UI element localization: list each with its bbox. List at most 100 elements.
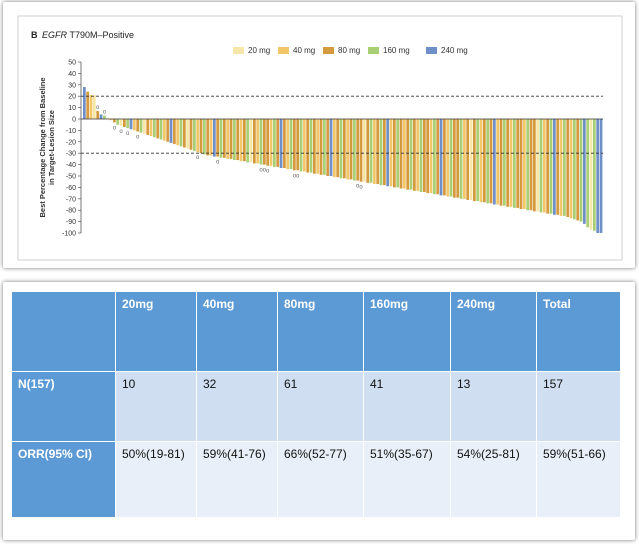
- bar: [279, 119, 283, 169]
- y-tick-label: -10: [66, 128, 76, 135]
- bar: [346, 119, 350, 180]
- bar: [439, 119, 443, 196]
- bar-marker: o: [119, 129, 123, 135]
- bar: [476, 119, 480, 202]
- y-tick-label: -80: [66, 208, 76, 215]
- bar: [329, 119, 333, 176]
- bar: [593, 119, 596, 231]
- bar: [303, 119, 306, 172]
- header-cell-total: Total: [536, 291, 621, 372]
- bar: [143, 119, 146, 134]
- bar-marker: o: [259, 168, 263, 174]
- bar: [176, 119, 180, 146]
- bar: [516, 119, 520, 208]
- y-tick-label: -30: [66, 151, 76, 158]
- bar: [116, 119, 120, 125]
- bar: [343, 119, 346, 179]
- bar: [356, 119, 360, 181]
- table-cell: 66%(52-77): [277, 441, 364, 518]
- bar: [509, 119, 513, 207]
- legend-label: 80 mg: [338, 46, 360, 55]
- legend-swatch: [323, 47, 334, 54]
- bar: [123, 119, 126, 127]
- bar-marker: o: [96, 105, 100, 111]
- bar: [186, 119, 190, 149]
- bar: [433, 119, 436, 195]
- bar: [366, 119, 370, 183]
- bar: [153, 119, 156, 138]
- y-tick-label: -100: [62, 231, 76, 238]
- bar: [269, 119, 273, 166]
- bar-marker: o: [216, 160, 220, 166]
- chart-title: EGFR T790M–Positive: [42, 30, 134, 40]
- bar: [409, 119, 413, 190]
- y-tick-label: -40: [66, 162, 76, 169]
- bar: [106, 117, 110, 119]
- bar: [89, 95, 93, 119]
- bar: [533, 119, 536, 212]
- bar: [573, 119, 576, 220]
- bar: [249, 119, 253, 163]
- bar: [133, 119, 136, 131]
- bar: [313, 119, 316, 174]
- header-cell-20mg: 20mg: [115, 291, 197, 372]
- bar: [199, 119, 203, 154]
- legend-swatch: [368, 47, 379, 54]
- bar: [113, 119, 116, 123]
- bar: [466, 119, 470, 200]
- bar: [169, 119, 173, 143]
- bar: [226, 119, 230, 159]
- legend-label: 20 mg: [248, 46, 270, 55]
- bar: [389, 119, 393, 187]
- table-cell: 50%(19-81): [115, 441, 197, 518]
- bar: [486, 119, 490, 204]
- bar: [523, 119, 526, 210]
- header-cell-40mg: 40mg: [196, 291, 278, 372]
- bar: [196, 119, 200, 153]
- bar-marker: o: [136, 135, 140, 141]
- bar: [349, 119, 353, 180]
- bar: [363, 119, 366, 182]
- bar: [339, 119, 343, 179]
- bar: [323, 119, 326, 175]
- bar: [459, 119, 463, 199]
- bar: [473, 119, 476, 202]
- bar: [293, 119, 296, 171]
- bar: [549, 119, 553, 214]
- bar: [83, 87, 86, 119]
- bar: [203, 119, 206, 155]
- header-cell-240mg: 240mg: [450, 291, 537, 372]
- bar: [193, 119, 196, 151]
- bar-marker: o: [103, 110, 107, 116]
- bar: [233, 119, 236, 161]
- bar: [576, 119, 580, 221]
- y-tick-label: 40: [68, 71, 76, 78]
- bar: [456, 119, 460, 198]
- header-cell-160mg: 160mg: [363, 291, 451, 372]
- bar: [429, 119, 433, 194]
- bar: [179, 119, 183, 147]
- bar: [319, 119, 323, 175]
- header-cell-corner: [11, 291, 116, 372]
- table-cell: 54%(25-81): [450, 441, 537, 518]
- bar: [403, 119, 406, 189]
- bar: [209, 119, 213, 156]
- bar: [259, 119, 263, 165]
- bar: [519, 119, 523, 210]
- bar: [383, 119, 386, 186]
- bar: [436, 119, 440, 195]
- y-tick-label: -50: [66, 174, 76, 181]
- chart-frame: [17, 15, 623, 261]
- bar: [156, 119, 160, 139]
- bar: [369, 119, 373, 183]
- table-cell: 32: [196, 371, 278, 442]
- bar: [586, 119, 590, 228]
- bar-marker: o: [266, 169, 270, 175]
- bar: [139, 119, 143, 133]
- bar: [119, 119, 123, 126]
- bar: [493, 119, 496, 205]
- y-tick-label: -20: [66, 139, 76, 146]
- bar: [529, 119, 533, 211]
- bar: [183, 119, 186, 148]
- bar: [213, 119, 216, 157]
